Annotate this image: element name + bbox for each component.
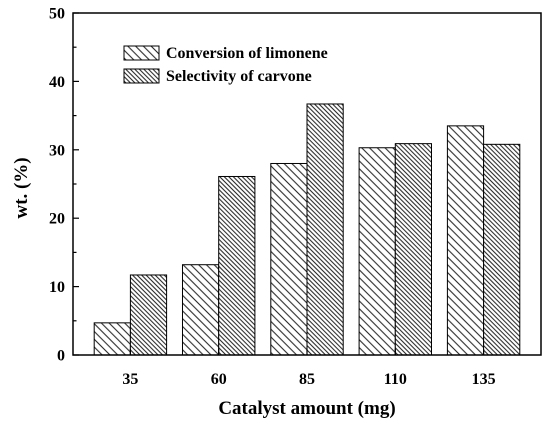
y-axis-label: wt. (%) (11, 157, 32, 218)
y-tick-label: 0 (57, 348, 65, 365)
y-tick-label: 40 (49, 74, 65, 91)
bar-series2-85 (306, 103, 344, 356)
bar-series1-60 (181, 264, 220, 356)
bar-series2-35 (129, 274, 168, 356)
tick-labels: 0 10 20 30 40 50 35 60 85 110 135 (49, 6, 496, 389)
legend-label-series1: Conversion of limonene (166, 45, 328, 62)
bar-series2-135 (483, 143, 521, 356)
y-tick-label: 50 (49, 6, 65, 23)
y-tick-label: 30 (49, 142, 65, 159)
axis-ticks (73, 12, 485, 356)
x-tick-label: 110 (384, 371, 407, 388)
bar-series1-110 (358, 147, 396, 356)
legend-label-series2: Selectivity of carvone (166, 68, 312, 85)
x-tick-label: 85 (299, 371, 315, 388)
y-tick-label: 10 (49, 279, 65, 296)
legend: Conversion of limonene Selectivity of car… (123, 45, 328, 85)
x-tick-label: 60 (211, 371, 227, 388)
bar-series2-60 (218, 175, 256, 356)
legend-swatch-series2 (123, 68, 160, 84)
bar-series1-35 (93, 322, 131, 356)
x-tick-label: 35 (122, 371, 138, 388)
legend-swatch-series1 (123, 45, 160, 61)
bars (93, 103, 521, 356)
x-tick-label: 135 (472, 371, 496, 388)
bar-series1-85 (270, 162, 308, 356)
bar-series2-110 (394, 143, 432, 356)
y-tick-label: 20 (49, 211, 65, 228)
x-axis-label: Catalyst amount (mg) (218, 398, 395, 419)
bar-series1-135 (446, 125, 485, 356)
